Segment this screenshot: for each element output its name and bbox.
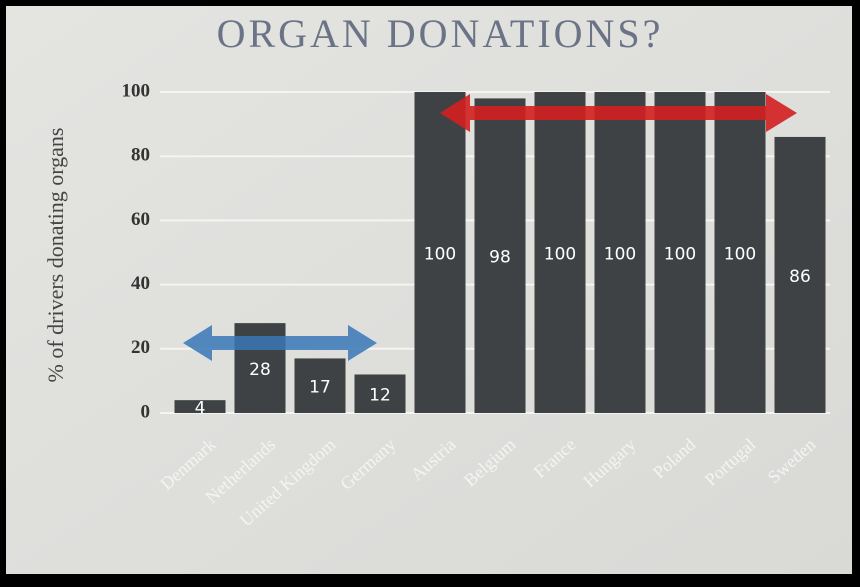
value-label: 98 (489, 248, 511, 268)
chart-title: ORGAN DONATIONS? (217, 11, 664, 56)
value-label: 100 (664, 245, 696, 265)
bar (714, 92, 766, 413)
y-tick-label: 80 (131, 145, 150, 166)
bar (414, 92, 466, 413)
bar (474, 98, 526, 414)
y-tick-label: 100 (122, 80, 151, 101)
blue-arrow (183, 325, 377, 361)
value-label: 100 (424, 245, 456, 265)
value-label: 86 (789, 267, 811, 287)
red-arrow (440, 94, 797, 132)
value-label: 12 (369, 386, 391, 406)
bar (594, 92, 646, 413)
value-label: 17 (309, 378, 331, 398)
bar (354, 374, 406, 413)
value-label: 100 (544, 245, 576, 265)
y-tick-label: 0 (141, 401, 151, 422)
value-label: 28 (249, 360, 271, 380)
y-tick-label: 60 (131, 209, 150, 230)
y-tick-label: 20 (131, 337, 150, 358)
value-label: 100 (604, 245, 636, 265)
y-axis-label: % of drivers donating organs (43, 128, 68, 383)
bar (654, 92, 706, 413)
value-label: 4 (195, 399, 206, 419)
y-tick-label: 40 (131, 273, 150, 294)
value-label: 100 (724, 245, 756, 265)
bar (174, 400, 226, 413)
bar (534, 92, 586, 413)
bar (294, 358, 346, 413)
bar (774, 136, 826, 413)
